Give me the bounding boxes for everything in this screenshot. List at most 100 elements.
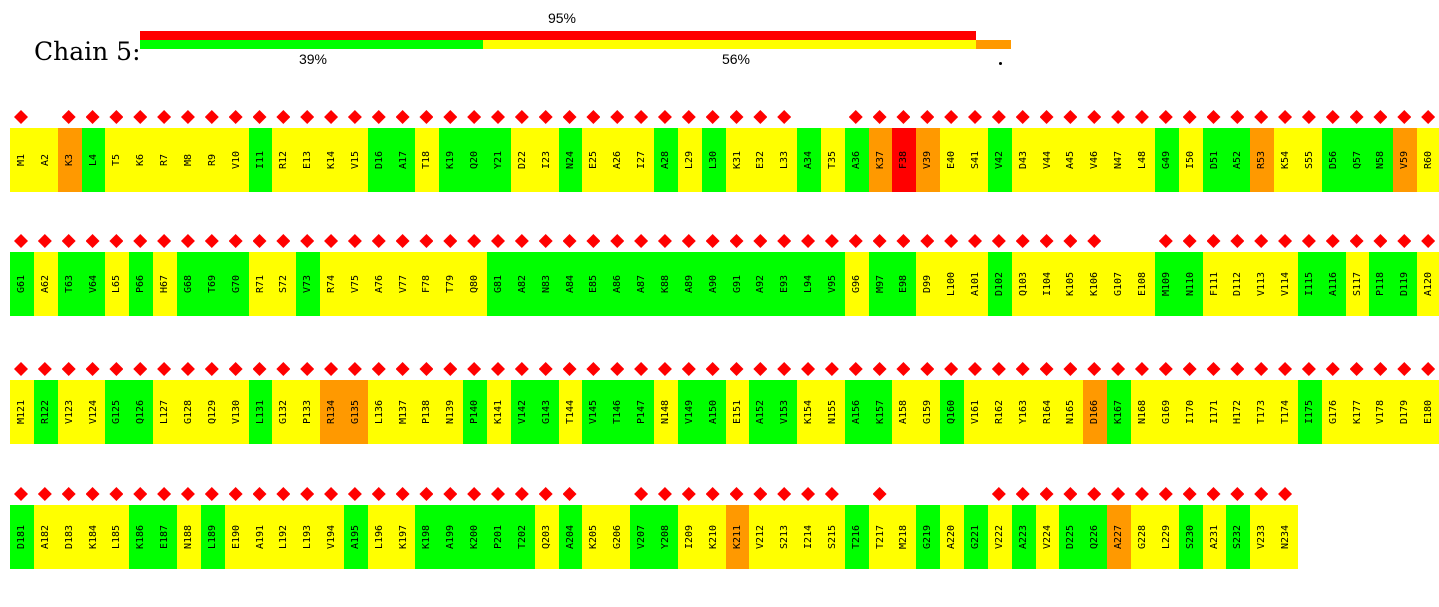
diamond-marker-icon xyxy=(1063,110,1078,124)
residue-box xyxy=(1035,380,1060,444)
residue-box xyxy=(296,252,321,316)
diamond-marker-icon xyxy=(157,362,172,376)
diamond-marker-icon xyxy=(133,362,148,376)
residue-label: N83 xyxy=(540,274,552,294)
residue: A199 xyxy=(439,487,464,607)
residue-label: V123 xyxy=(63,399,75,425)
residue-box xyxy=(1369,252,1394,316)
diamond-marker-icon xyxy=(801,362,816,376)
residue: K211 xyxy=(725,487,750,607)
residue-label: D225 xyxy=(1065,524,1077,550)
residue: R164 xyxy=(1035,362,1060,482)
residue-label: M121 xyxy=(16,399,27,425)
residue: E25 xyxy=(582,110,607,230)
diamond-marker-icon xyxy=(514,110,529,124)
residue-label: L229 xyxy=(1160,524,1172,550)
residue: D51 xyxy=(1202,110,1227,230)
diamond-marker-icon xyxy=(705,110,720,124)
residue: V233 xyxy=(1250,487,1275,607)
residue: L136 xyxy=(367,362,392,482)
residue-label: L100 xyxy=(946,271,958,297)
residue-label: K37 xyxy=(874,150,886,170)
residue-label: G228 xyxy=(1136,524,1148,550)
residue-box xyxy=(1083,128,1108,192)
residue: L48 xyxy=(1130,110,1155,230)
residue-box xyxy=(630,252,655,316)
residue-label: K54 xyxy=(1280,150,1292,170)
residue-label: A101 xyxy=(970,271,981,297)
bottom-bar-segment xyxy=(483,40,976,49)
residue-label: H67 xyxy=(159,274,171,294)
diamond-marker-icon xyxy=(824,362,839,376)
residue-label: G49 xyxy=(1160,150,1172,170)
residue: D119 xyxy=(1393,234,1418,354)
diamond-marker-icon xyxy=(968,234,982,248)
residue: A52 xyxy=(1226,110,1251,230)
residue: L94 xyxy=(797,234,822,354)
residue: Y21 xyxy=(487,110,511,230)
residue-label: K200 xyxy=(469,524,481,550)
residue-label: P140 xyxy=(469,399,481,425)
diamond-marker-icon xyxy=(14,362,28,376)
residue-label: L127 xyxy=(159,399,171,425)
residue-box xyxy=(1202,128,1227,192)
residue-box xyxy=(940,128,965,192)
residue: A195 xyxy=(343,487,368,607)
diamond-marker-icon xyxy=(276,362,291,376)
residue: R60 xyxy=(1417,110,1439,230)
residue-box xyxy=(487,252,511,316)
residue: V123 xyxy=(57,362,82,482)
residue-box xyxy=(33,252,58,316)
diamond-marker-icon xyxy=(729,362,744,376)
residue-box xyxy=(1417,380,1439,444)
diamond-marker-icon xyxy=(1230,234,1245,248)
residue-box xyxy=(153,505,178,569)
residue-box xyxy=(1202,252,1227,316)
diamond-marker-icon xyxy=(1087,110,1102,124)
residue-box xyxy=(749,128,774,192)
residue-box xyxy=(582,380,607,444)
residue-box xyxy=(320,252,345,316)
residue-label: E180 xyxy=(1423,399,1435,425)
residue-label: V212 xyxy=(755,524,767,550)
residue: K210 xyxy=(701,487,726,607)
residue-box xyxy=(81,252,106,316)
diamond-marker-icon xyxy=(324,234,339,248)
residue-label: G219 xyxy=(922,524,934,550)
residue: A152 xyxy=(749,362,774,482)
residue-box xyxy=(343,252,368,316)
diamond-marker-icon xyxy=(419,110,434,124)
residue: D112 xyxy=(1226,234,1251,354)
diamond-marker-icon xyxy=(1254,234,1269,248)
diamond-marker-icon xyxy=(204,110,219,124)
residue-label: R12 xyxy=(278,150,290,170)
residue-box xyxy=(797,128,822,192)
diamond-marker-icon xyxy=(467,234,482,248)
residue-label: V145 xyxy=(588,399,600,425)
diamond-marker-icon xyxy=(252,362,267,376)
residue: E190 xyxy=(224,487,249,607)
residue-box xyxy=(224,128,249,192)
residue: N168 xyxy=(1130,362,1155,482)
residue-label: A89 xyxy=(683,274,695,294)
residue-label: V10 xyxy=(230,150,242,170)
residue-box xyxy=(272,380,297,444)
residue-box xyxy=(701,252,726,316)
residue-box xyxy=(582,128,607,192)
residue: G159 xyxy=(916,362,941,482)
residue-box xyxy=(677,128,702,192)
residue-box xyxy=(200,380,225,444)
residue-label: G159 xyxy=(922,399,934,425)
residue-label: G169 xyxy=(1160,399,1172,425)
residue-label: K3 xyxy=(63,153,75,167)
residue-label: A2 xyxy=(39,153,51,167)
residue-box xyxy=(892,252,917,316)
residue-box xyxy=(820,380,845,444)
residue-box xyxy=(129,505,154,569)
residue-label: V233 xyxy=(1256,524,1268,550)
residue-box xyxy=(1130,128,1155,192)
residue-label: G91 xyxy=(731,274,743,294)
diamond-marker-icon xyxy=(252,234,267,248)
diamond-marker-icon xyxy=(1206,110,1221,124)
diamond-marker-icon xyxy=(538,234,553,248)
